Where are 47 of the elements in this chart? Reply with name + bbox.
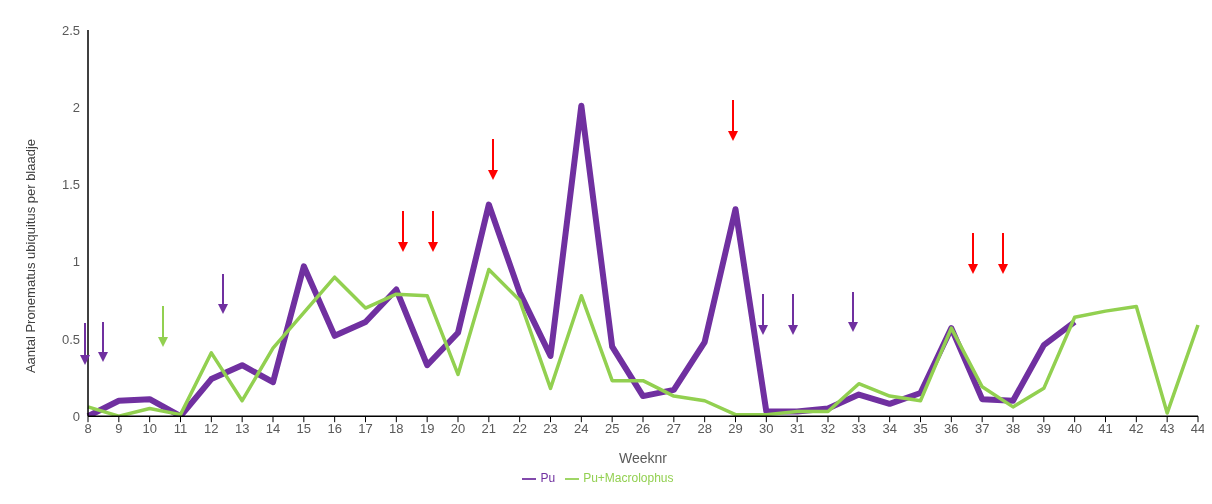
x-tick-label: 13 <box>234 421 250 437</box>
x-tick-label: 10 <box>142 421 157 437</box>
x-tick-label: 19 <box>419 421 435 437</box>
x-tick-label: 43 <box>1159 421 1175 437</box>
y-tick-label: 1.5 <box>61 177 80 193</box>
legend-label: Pu+Macrolophus <box>583 471 674 486</box>
x-tick-label: 17 <box>358 421 373 437</box>
x-tick-label: 16 <box>327 421 342 437</box>
y-tick-label: 2 <box>72 99 80 115</box>
x-tick-label: 14 <box>265 421 281 437</box>
x-tick-label: 24 <box>574 421 589 437</box>
x-tick-label: 11 <box>173 421 188 437</box>
x-tick-label: 30 <box>759 421 774 437</box>
x-tick-label: 44 <box>1190 421 1206 437</box>
x-tick-label: 33 <box>851 421 867 437</box>
x-tick-label: 40 <box>1067 421 1082 437</box>
x-axis-title: Weeknr <box>619 450 668 467</box>
x-tick-label: 35 <box>913 421 928 437</box>
x-tick-label: 32 <box>820 421 836 437</box>
x-tick-label: 31 <box>789 421 805 437</box>
x-tick-label: 9 <box>115 421 123 437</box>
x-tick-label: 8 <box>84 421 92 437</box>
x-tick-label: 20 <box>450 421 466 437</box>
x-tick-label: 38 <box>1005 421 1021 437</box>
x-tick-label: 27 <box>666 421 682 437</box>
y-axis-title: Aantal Pronematus ubiquitus per blaadje <box>22 138 38 374</box>
x-tick-label: 36 <box>944 421 959 437</box>
x-tick-label: 22 <box>512 421 527 437</box>
legend-label: Pu <box>540 471 556 486</box>
y-tick-label: 1 <box>72 254 80 270</box>
x-tick-label: 12 <box>204 421 219 437</box>
x-tick-label: 34 <box>882 421 897 437</box>
x-tick-label: 15 <box>296 421 312 437</box>
x-tick-label: 39 <box>1036 421 1052 437</box>
x-tick-label: 29 <box>728 421 743 437</box>
x-tick-label: 23 <box>543 421 558 437</box>
x-tick-label: 21 <box>481 421 497 437</box>
x-tick-label: 28 <box>697 421 712 437</box>
y-tick-label: 0.5 <box>61 331 80 347</box>
y-tick-label: 2.5 <box>61 22 80 38</box>
x-tick-label: 42 <box>1129 421 1144 437</box>
x-tick-label: 37 <box>974 421 990 437</box>
x-tick-label: 25 <box>604 421 620 437</box>
x-tick-label: 18 <box>389 421 404 437</box>
y-tick-label: 0 <box>72 408 80 424</box>
x-tick-label: 41 <box>1098 421 1113 437</box>
x-tick-label: 26 <box>635 421 651 437</box>
